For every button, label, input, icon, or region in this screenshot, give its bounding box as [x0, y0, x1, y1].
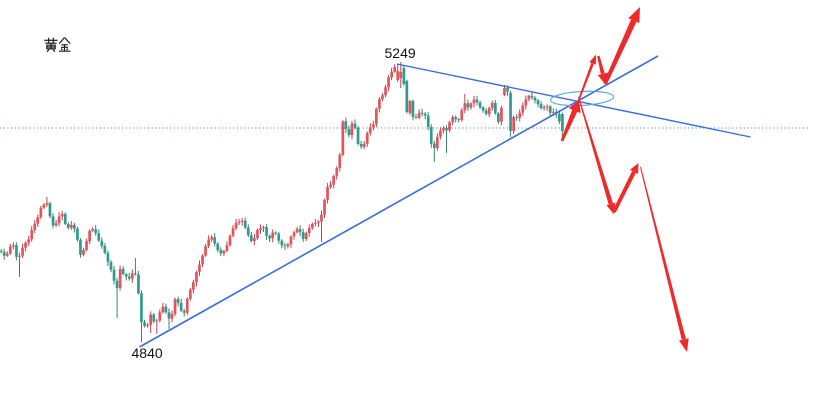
- svg-text:4840: 4840: [132, 345, 163, 361]
- svg-text:5249: 5249: [385, 45, 416, 61]
